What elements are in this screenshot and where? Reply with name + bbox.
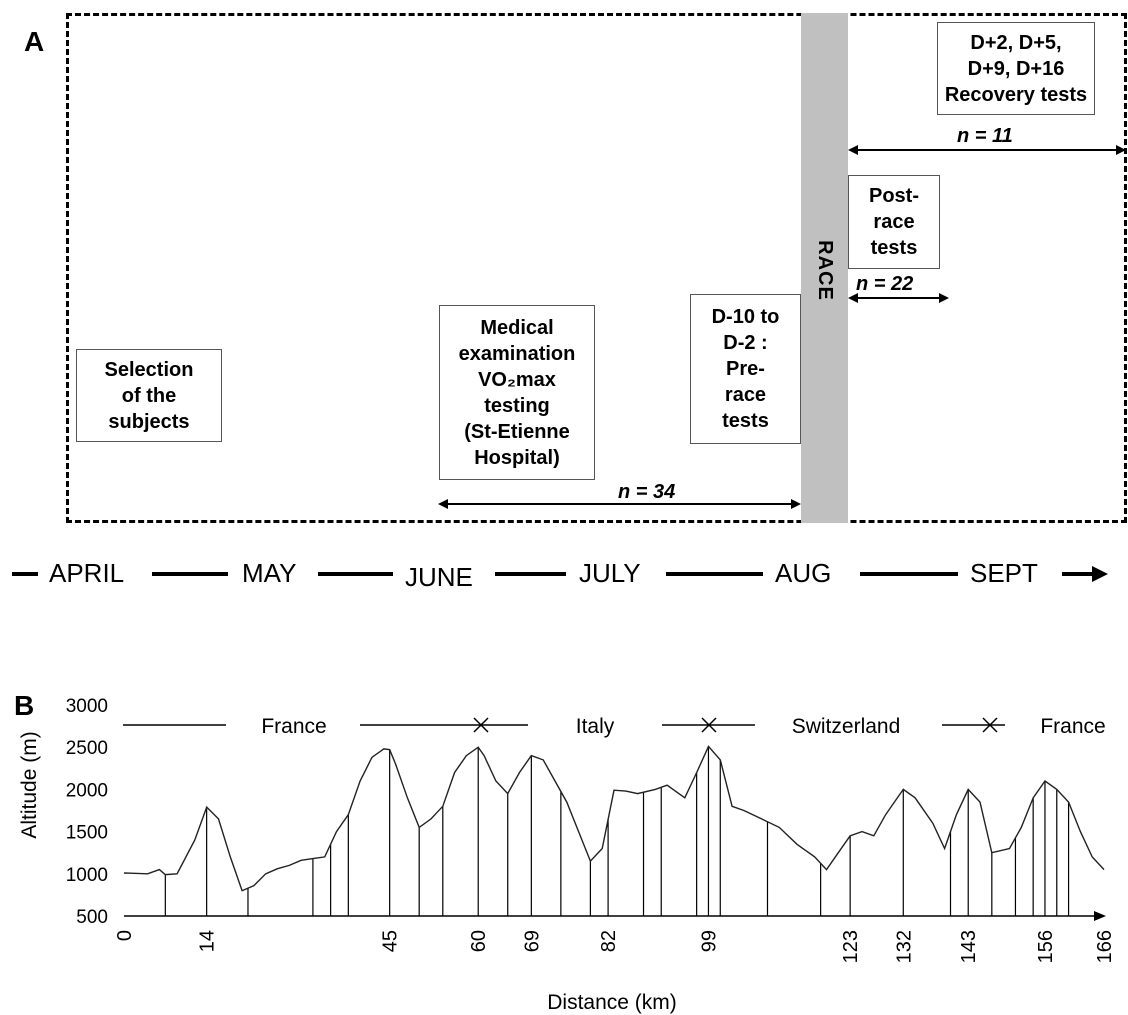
n11-label: n = 11 (957, 125, 1013, 147)
prerace-line-2: D-2 : (723, 332, 768, 354)
y-tick-label: 500 (76, 907, 108, 928)
y-axis-label: Altitude (m) (18, 731, 41, 838)
selection-line-1: Selection (104, 358, 194, 381)
selection-box: Selection of the subjects (76, 349, 222, 442)
x-tick-label: 60 (468, 930, 490, 952)
medical-line-5: (St-Etienne (464, 420, 570, 443)
medical-line-3: VO₂max (478, 368, 556, 391)
recovery-line-1: D+2, D+5, (970, 31, 1062, 54)
country-france-2: France (1040, 715, 1105, 738)
selection-line-3: subjects (108, 410, 190, 433)
medical-line-4: testing (484, 394, 550, 417)
arrows-layer (438, 145, 1126, 509)
postrace-line-1: Post- (869, 185, 919, 207)
country-switzerland: Switzerland (792, 715, 901, 738)
prerace-box: D-10 to D-2 : Pre- race tests (690, 294, 801, 444)
medical-line-6: Hospital) (474, 446, 560, 469)
country-france-1: France (261, 715, 326, 738)
y-tick-label: 2000 (66, 780, 108, 801)
month-aug: AUG (775, 558, 832, 588)
month-april: APRIL (49, 558, 125, 588)
country-borders (123, 717, 1005, 733)
month-july: JULY (579, 558, 641, 588)
recovery-line-2: D+9, D+16 (967, 57, 1065, 80)
prerace-line-4: race (724, 384, 767, 406)
panel-b-label: B (14, 690, 35, 721)
recovery-box: D+2, D+5, D+9, D+16 Recovery tests (937, 22, 1095, 115)
postrace-box: Post- race tests (848, 175, 940, 269)
x-tick-label: 143 (958, 930, 980, 963)
panel-a-label: A (24, 26, 45, 57)
border-cross-2 (701, 717, 717, 733)
postrace-line-3: tests (870, 237, 918, 259)
x-axis-arrow (1094, 911, 1106, 921)
prerace-line-3: Pre- (726, 358, 765, 380)
postrace-line-2: race (873, 211, 915, 233)
x-tick-label: 69 (521, 930, 543, 952)
n34-label: n = 34 (618, 481, 676, 503)
n22-label: n = 22 (856, 273, 914, 295)
race-bar (801, 13, 848, 523)
chart-layer: 500 1000 1500 2000 2500 3000 0 14 45 60 69 82 99 123 1… (66, 696, 1116, 963)
x-tick-label: 132 (893, 930, 915, 963)
x-tick-label: 99 (698, 930, 720, 952)
month-may: MAY (242, 558, 297, 588)
y-tick-label: 1000 (66, 865, 108, 886)
x-tick-label: 82 (598, 930, 620, 952)
prerace-line-1: D-10 to (711, 306, 780, 328)
x-tick-label: 123 (840, 930, 862, 963)
x-axis-label: Distance (km) (547, 991, 677, 1014)
border-cross-3 (982, 717, 998, 733)
prerace-line-5: tests (722, 410, 769, 432)
altitude-profile-line (123, 745, 1105, 892)
x-tick-label: 0 (114, 930, 136, 941)
recovery-line-3: Recovery tests (944, 83, 1088, 106)
month-timeline (12, 566, 1108, 582)
month-sept: SEPT (970, 558, 1038, 588)
y-tick-label: 1500 (66, 823, 108, 844)
country-italy: Italy (576, 715, 615, 738)
study-period-frame (66, 13, 1127, 523)
month-june: JUNE (405, 562, 473, 592)
x-tick-label: 156 (1035, 930, 1057, 963)
altitude-profile-chart: Altitude (m) Distance (km) France Italy … (18, 696, 1116, 1014)
y-tick-label: 2500 (66, 738, 108, 759)
x-tick-label: 166 (1094, 930, 1116, 963)
x-tick-label: 14 (197, 930, 219, 952)
timeline-arrow-head (1092, 566, 1108, 582)
y-tick-label: 3000 (66, 696, 108, 717)
medical-line-1: Medical (480, 316, 554, 339)
x-tick-label: 45 (380, 930, 402, 952)
medical-line-2: examination (458, 342, 576, 365)
selection-line-2: of the (121, 384, 177, 407)
medical-box: Medical examination VO₂max testing (St-E… (439, 305, 595, 480)
border-cross-1 (473, 717, 489, 733)
